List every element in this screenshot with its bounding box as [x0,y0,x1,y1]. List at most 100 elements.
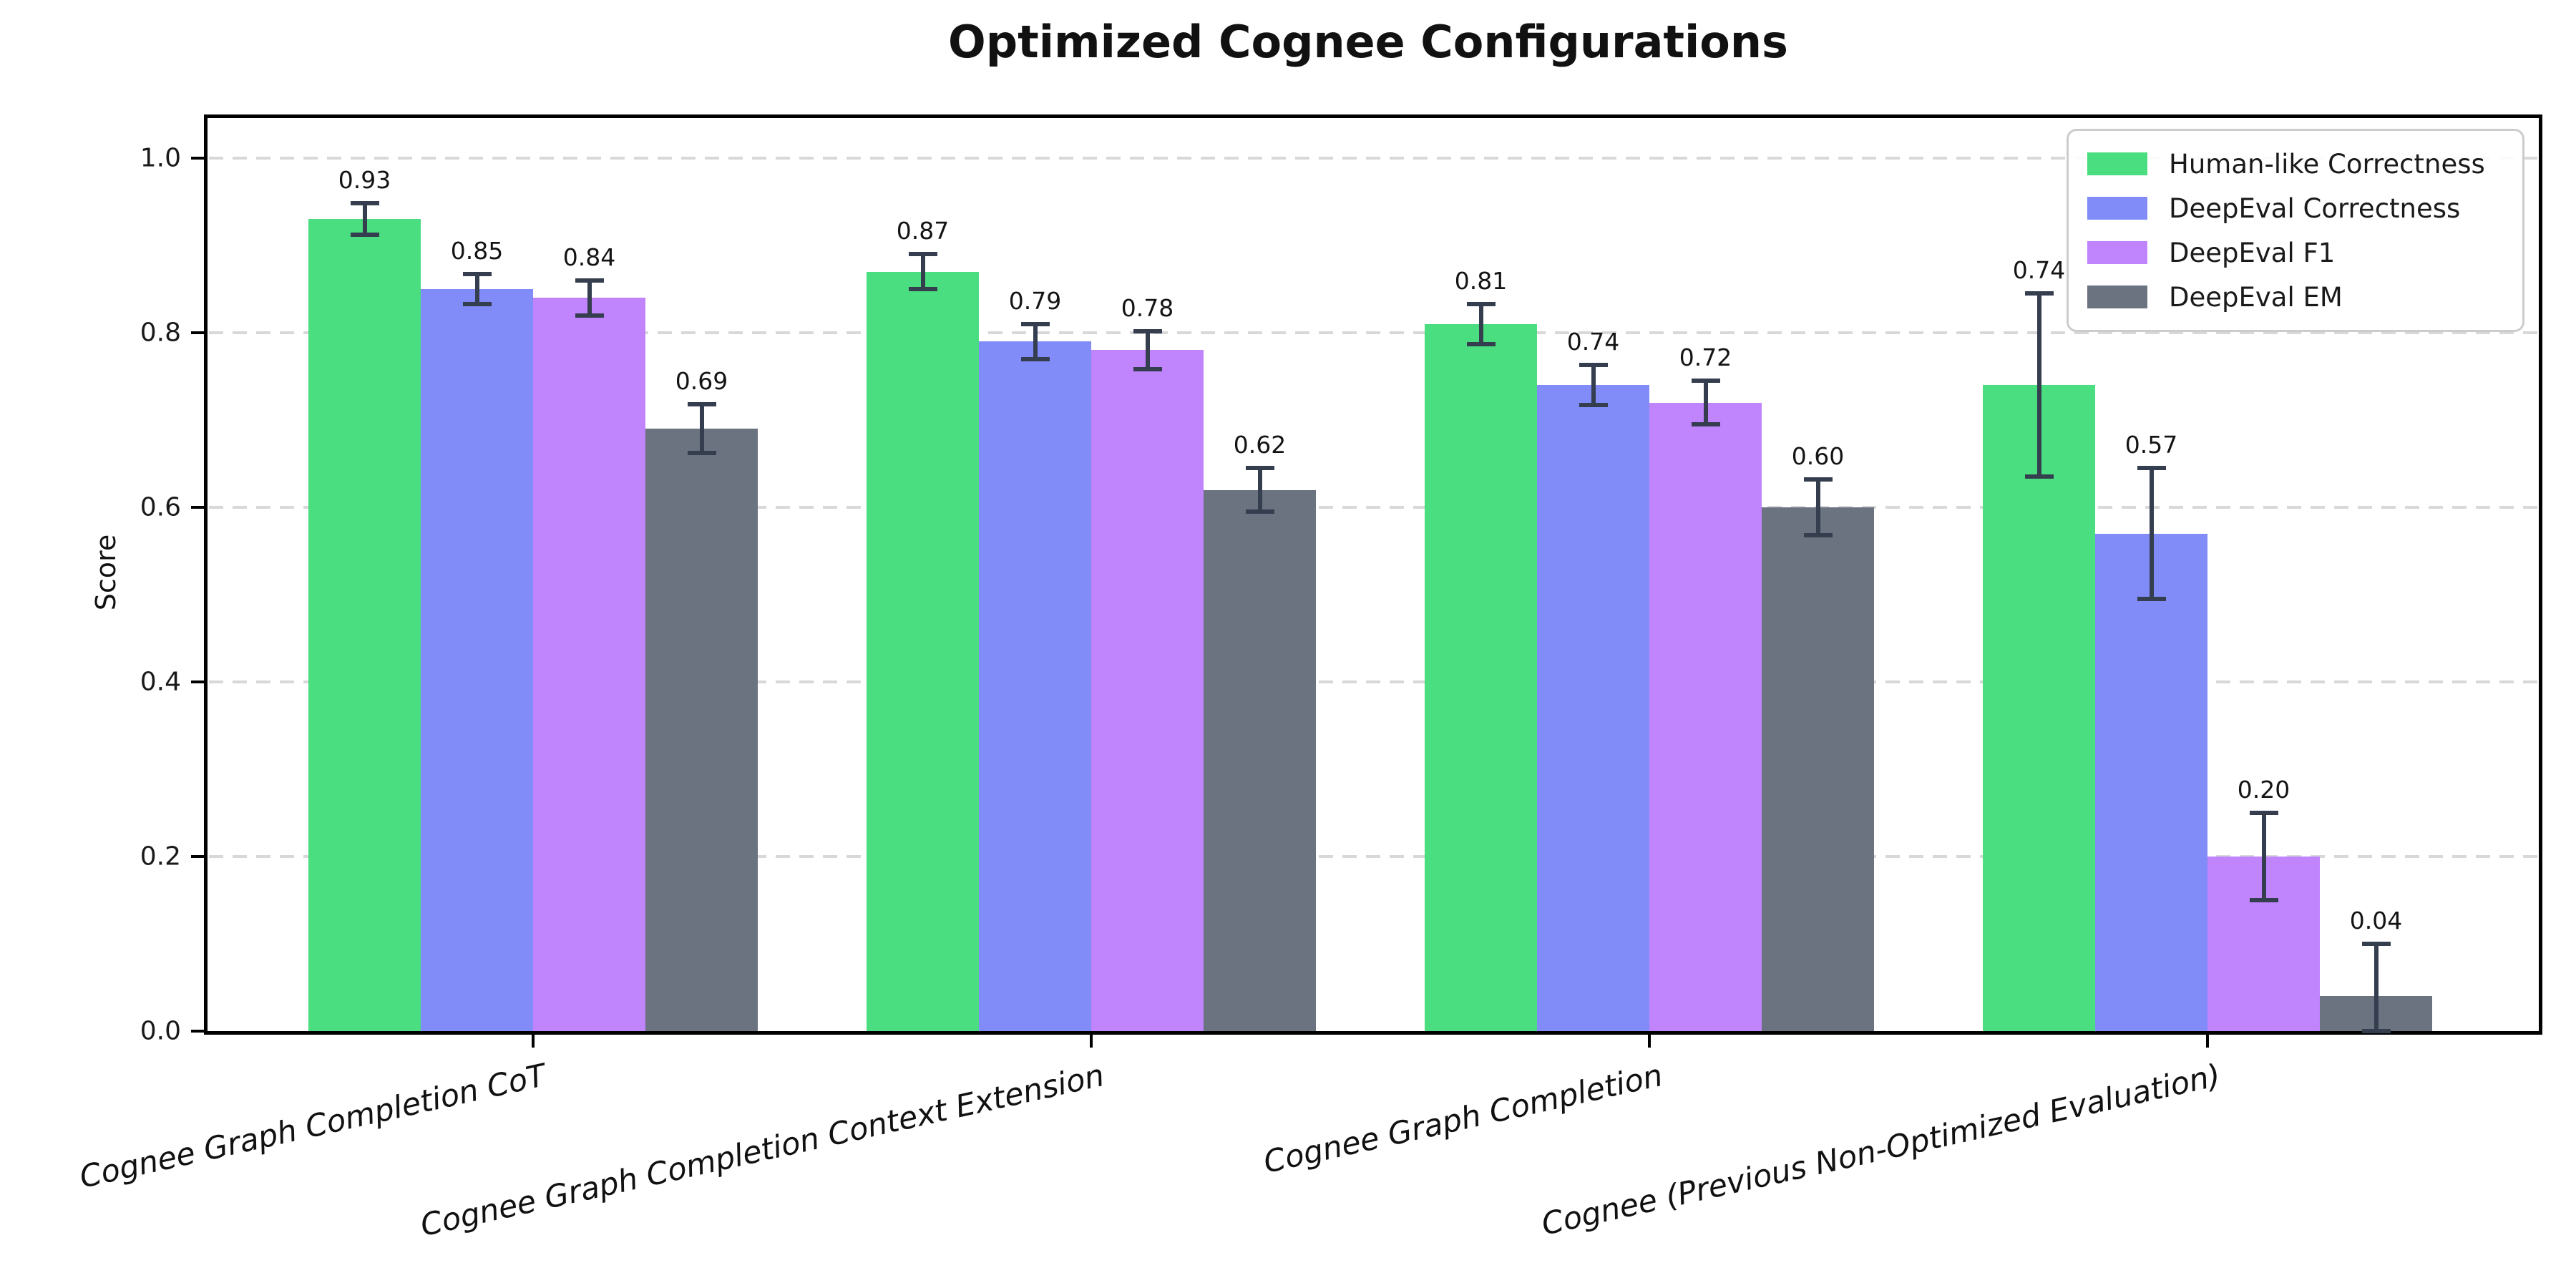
bar-deepeval-correctness-g1 [979,341,1091,1031]
error-bar-line [474,274,479,304]
error-bar-line [699,404,704,454]
y-tick-mark [191,855,204,858]
y-tick-mark [191,1030,204,1033]
error-bar-cap-bottom [2361,1029,2391,1033]
legend-label: DeepEval EM [2169,281,2343,313]
bar-human-like-correctness-g3 [1983,385,2095,1031]
x-tick-label-2: Cognee Graph Completion [1260,1058,1666,1181]
error-bar-cap-bottom [687,451,716,456]
error-bar-cap-top [687,402,716,407]
y-tick-label: 0.2 [140,841,181,872]
bar-human-like-correctness-g2 [1425,323,1537,1031]
error-bar-cap-top [462,272,492,277]
error-bar-line [1033,323,1038,359]
error-bar-line [2373,944,2379,1031]
bar-deepeval-correctness-g2 [1537,385,1649,1031]
error-bar-line [2036,293,2041,477]
x-tick-mark [532,1035,535,1048]
plot-area [204,114,2542,1035]
error-bar-cap-bottom [575,313,604,318]
x-tick-label-0: Cognee Graph Completion CoT [77,1058,550,1196]
legend-label: DeepEval Correctness [2169,192,2461,224]
bar-value-label: 0.87 [896,217,950,245]
gridline-0.4 [209,680,2537,683]
y-tick-label: 0.6 [140,492,181,522]
error-bar-cap-top [350,201,379,206]
legend-item-human-like-correctness: Human-like Correctness [2087,145,2504,182]
bar-deepeval-correctness-g0 [421,289,533,1031]
legend-item-deepeval-em: DeepEval EM [2087,278,2504,316]
error-bar-cap-bottom [908,287,937,291]
bar-value-label: 0.74 [2012,256,2066,285]
gridline-0.8 [209,331,2537,334]
error-bar-cap-bottom [2137,597,2166,602]
bar-value-label: 0.04 [2349,907,2403,935]
error-bar-cap-bottom [1579,403,1608,408]
gridline-0.2 [209,855,2537,858]
bar-value-label: 0.81 [1454,266,1508,295]
error-bar-cap-top [575,278,604,283]
error-bar-line [1257,468,1262,512]
error-bar-cap-top [2024,291,2054,296]
error-bar-cap-bottom [1133,367,1162,372]
bar-value-label: 0.85 [450,237,504,265]
error-bar-line [1478,303,1483,344]
error-bar-cap-top [1466,301,1496,306]
error-bar-cap-bottom [350,233,379,238]
chart-title: Optimized Cognee Configurations [948,16,1788,68]
error-bar-line [1815,479,1820,536]
y-tick-label: 0.8 [140,318,181,348]
bar-value-label: 0.20 [2237,776,2290,804]
bar-value-label: 0.69 [675,367,728,396]
bar-value-label: 0.79 [1008,286,1062,315]
bar-deepeval-correctness-g3 [2095,533,2207,1031]
y-tick-mark [191,680,204,683]
bar-deepeval-f1-g1 [1091,350,1204,1031]
bar-value-label: 0.74 [1566,328,1620,356]
bar-deepeval-f1-g0 [533,298,645,1031]
gridline-1.0 [209,157,2537,160]
error-bar-cap-bottom [462,301,492,306]
legend-swatch-icon [2087,197,2147,220]
y-axis-label: Score [90,534,122,611]
error-bar-cap-bottom [1245,509,1274,514]
error-bar-cap-top [1579,363,1608,368]
bar-deepeval-em-g1 [1204,489,1316,1031]
x-tick-mark [2206,1035,2209,1048]
legend-swatch-icon [2087,241,2147,264]
error-bar-cap-top [2137,466,2166,471]
error-bar-line [587,280,592,316]
bar-value-label: 0.72 [1679,343,1732,372]
error-bar-line [2149,468,2154,600]
error-bar-cap-bottom [2249,898,2278,902]
error-bar-cap-top [1133,328,1162,333]
error-bar-cap-bottom [1803,533,1833,538]
error-bar-line [1145,331,1150,370]
error-bar-cap-top [2361,942,2391,946]
error-bar-cap-top [1803,477,1833,482]
error-bar-cap-bottom [1020,356,1050,361]
bar-human-like-correctness-g0 [308,219,421,1031]
legend-swatch-icon [2087,286,2147,308]
error-bar-cap-top [1245,466,1274,471]
bar-value-label: 0.60 [1791,441,1845,470]
gridline-0.6 [209,506,2537,509]
error-bar-line [1591,365,1596,406]
legend-item-deepeval-correctness: DeepEval Correctness [2087,190,2504,227]
error-bar-cap-top [1020,321,1050,326]
error-bar-cap-top [908,252,937,257]
legend: Human-like Correctness DeepEval Correctne… [2067,129,2524,332]
x-tick-mark [1090,1035,1093,1048]
y-tick-mark [191,157,204,160]
y-tick-mark [191,506,204,509]
y-tick-mark [191,331,204,334]
error-bar-cap-top [1691,379,1720,384]
error-bar-cap-bottom [2024,474,2054,479]
legend-swatch-icon [2087,152,2147,175]
bar-deepeval-em-g2 [1762,507,1874,1031]
bar-human-like-correctness-g1 [867,271,979,1031]
error-bar-line [1703,381,1708,425]
error-bar-cap-top [2249,811,2278,815]
bar-value-label: 0.78 [1121,293,1174,322]
